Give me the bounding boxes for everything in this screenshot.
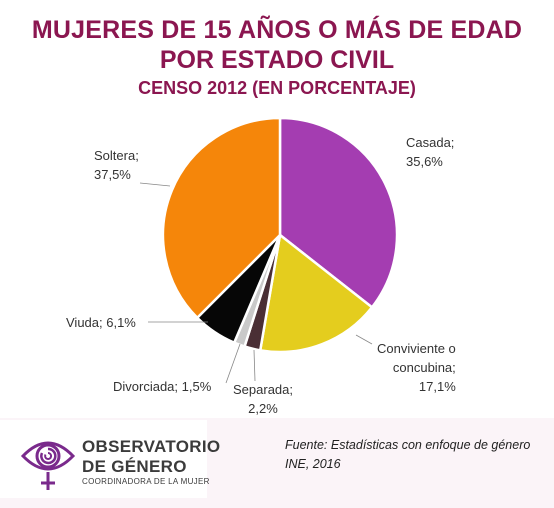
label-conviviente: Conviviente o concubina; 17,1% bbox=[377, 339, 456, 396]
label-separada-value: 2,2% bbox=[248, 401, 278, 416]
eye-venus-logo-icon bbox=[20, 441, 76, 490]
chart-title-line2: POR ESTADO CIVIL bbox=[159, 46, 395, 74]
leader-lines bbox=[139, 182, 373, 384]
leader-line-divorciada bbox=[225, 343, 241, 384]
pie-slice-casada bbox=[278, 116, 399, 310]
label-casada-name: Casada; bbox=[406, 135, 455, 150]
logo-text-de-genero: DE GÉNERO bbox=[82, 457, 187, 476]
source-note: Fuente: Estadísticas con enfoque de géne… bbox=[285, 436, 530, 474]
label-soltera-value: 37,5% bbox=[94, 167, 131, 182]
label-separada: Separada; 2,2% bbox=[233, 380, 293, 418]
label-conviviente-value: 17,1% bbox=[418, 379, 456, 394]
pie-slices bbox=[161, 116, 399, 354]
source-line-2: INE, 2016 bbox=[285, 457, 341, 471]
chart-subtitle: CENSO 2012 (EN PORCENTAJE) bbox=[138, 78, 416, 98]
label-conviviente-name-1: Conviviente o bbox=[377, 341, 456, 356]
label-divorciada: Divorciada; 1,5% bbox=[113, 379, 212, 394]
chart-title-line1: MUJERES DE 15 AÑOS O MÁS DE EDAD bbox=[31, 16, 523, 44]
label-casada-value: 35,6% bbox=[406, 154, 443, 169]
logo-text-observatorio: OBSERVATORIO bbox=[82, 437, 221, 456]
pie-slice-conviviente-o-concubina bbox=[258, 232, 374, 354]
pie-chart bbox=[139, 116, 399, 384]
source-line-1: Fuente: Estadísticas con enfoque de géne… bbox=[285, 438, 531, 452]
pie-slice-soltera bbox=[161, 116, 282, 320]
label-casada: Casada; 35,6% bbox=[406, 133, 454, 171]
label-conviviente-name-2: concubina; bbox=[392, 360, 456, 375]
leader-line-soltera bbox=[139, 182, 171, 187]
label-viuda: Viuda; 6,1% bbox=[66, 315, 136, 330]
label-separada-name: Separada; bbox=[233, 382, 293, 397]
label-soltera: Soltera; 37,5% bbox=[94, 146, 139, 184]
logo-box bbox=[0, 420, 207, 498]
leader-line-separada bbox=[253, 349, 256, 382]
logo-text-coordinadora: COORDINADORA DE LA MUJER bbox=[82, 477, 210, 486]
label-soltera-name: Soltera; bbox=[94, 148, 139, 163]
leader-line-conviviente bbox=[355, 334, 373, 345]
